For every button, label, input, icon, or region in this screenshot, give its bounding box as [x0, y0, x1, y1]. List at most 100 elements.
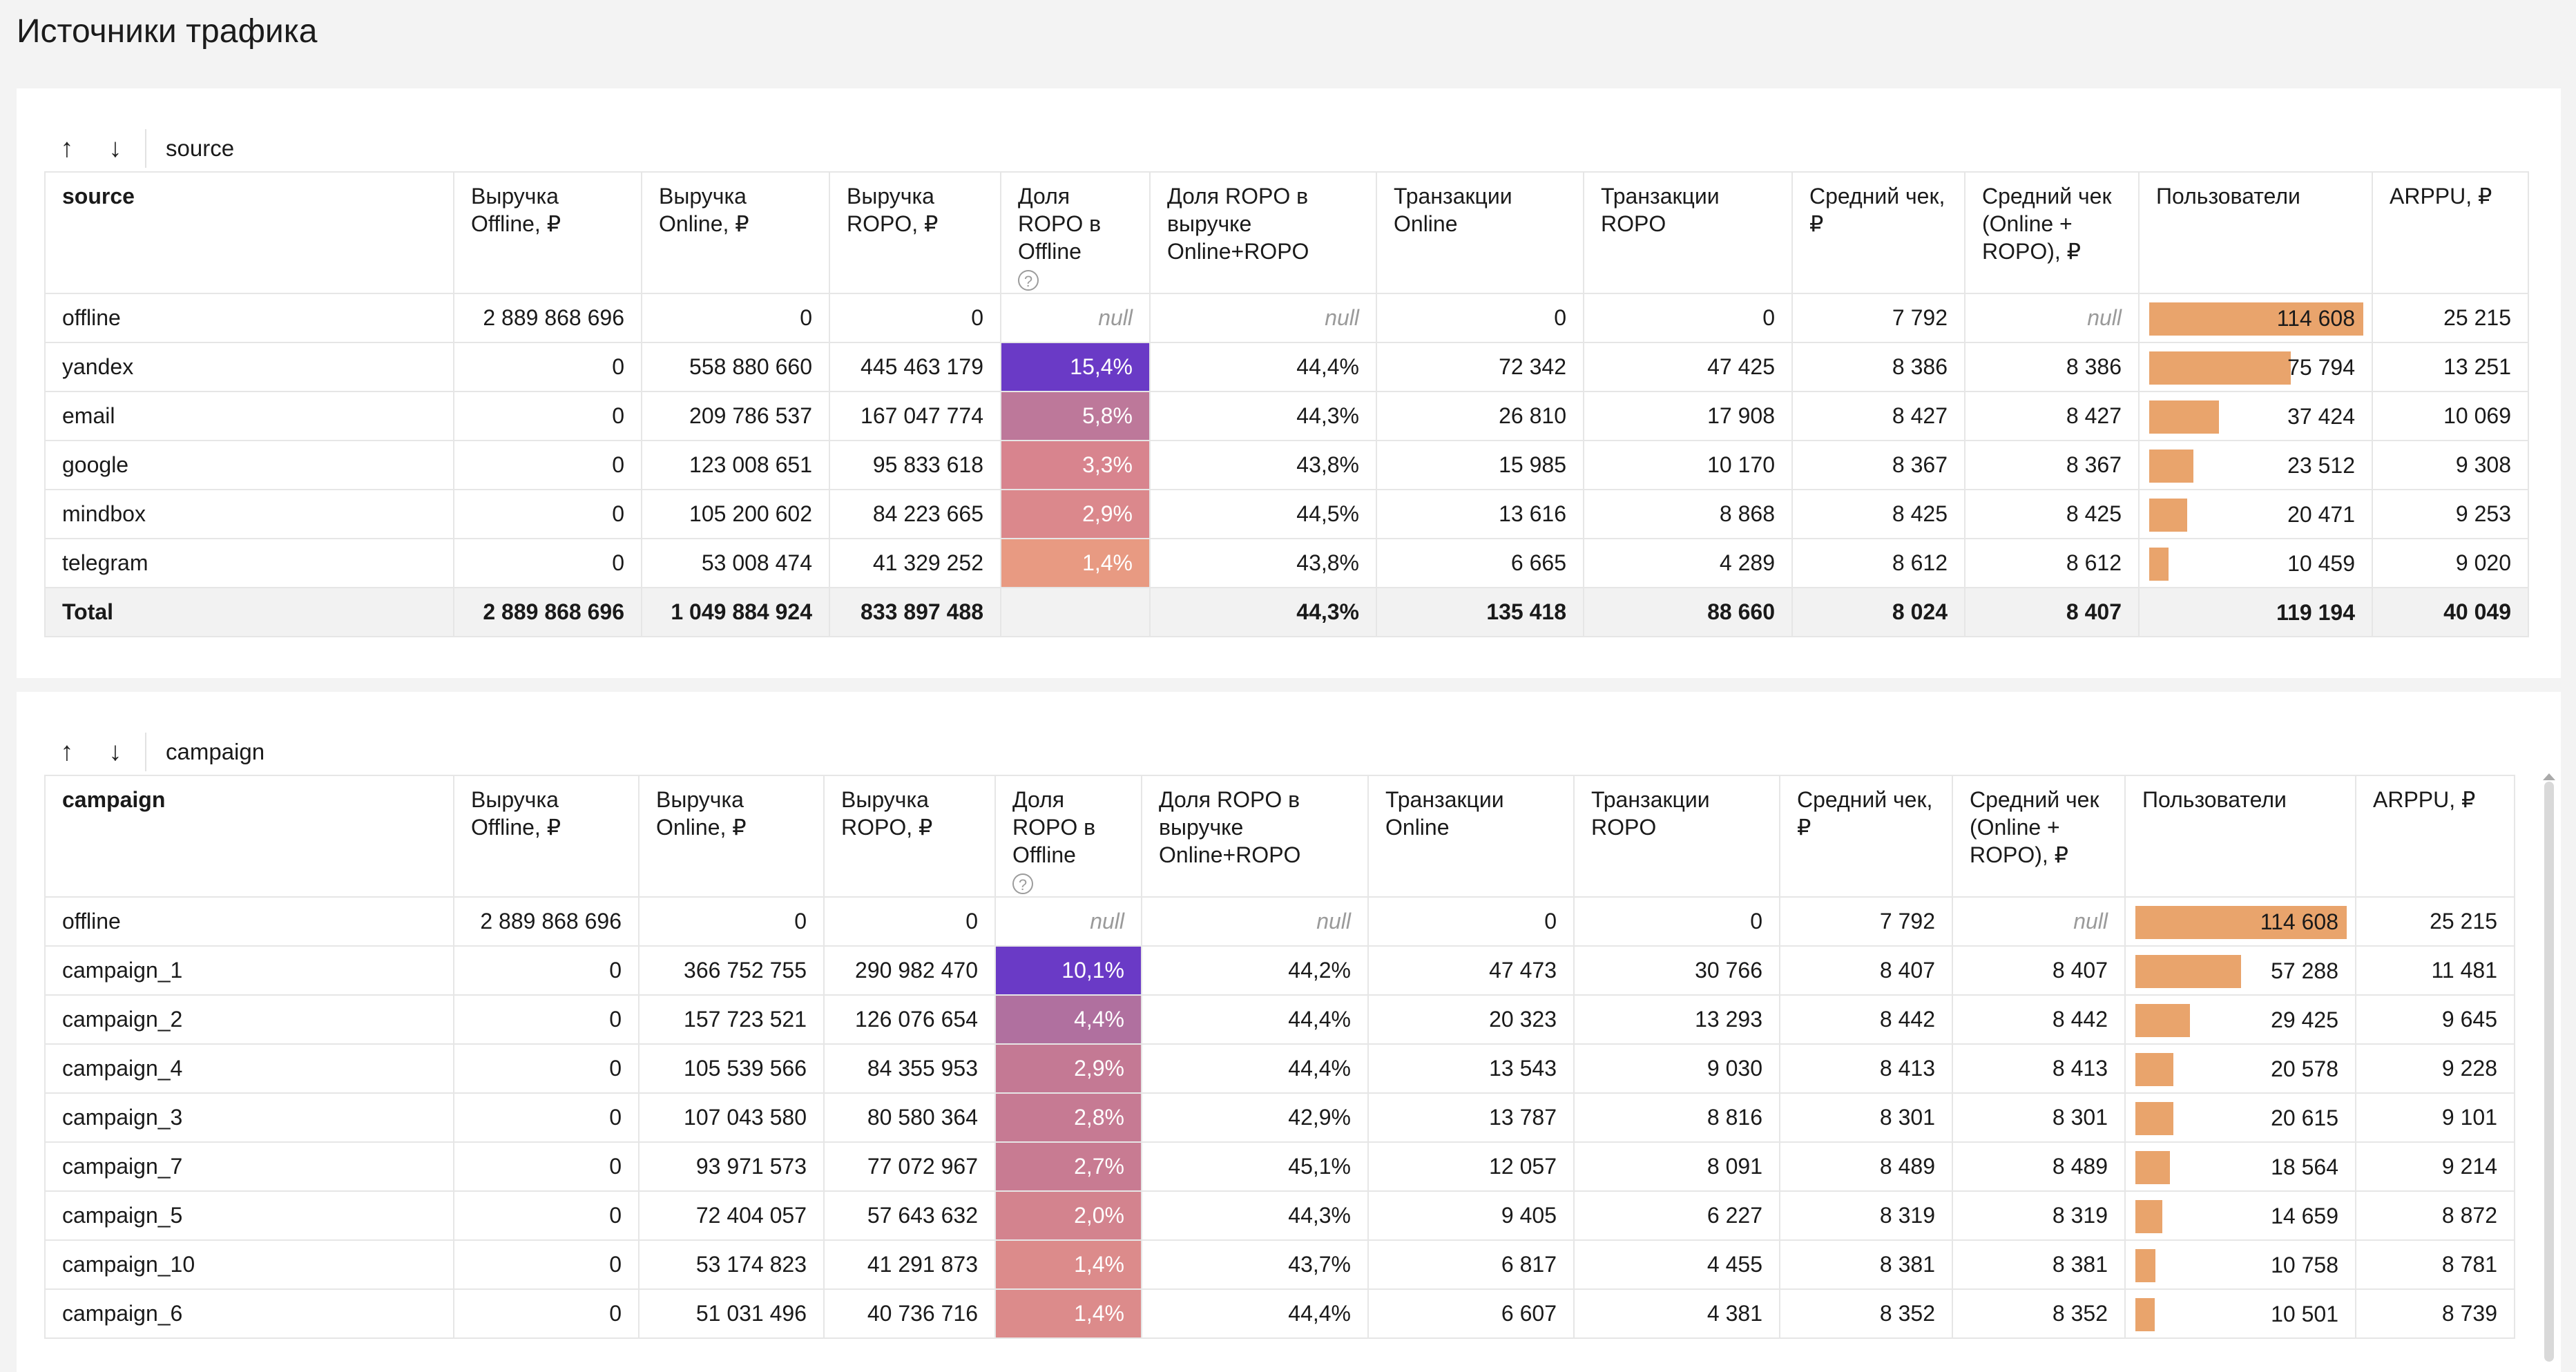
cell-arppu: 25 215: [2372, 293, 2529, 343]
vertical-scrollbar[interactable]: [2544, 782, 2554, 1362]
column-header-transactions-ropo[interactable]: Транзакции ROPO: [1583, 171, 1793, 294]
users-value: 114 608: [2276, 306, 2355, 331]
column-header-label: Транзакции ROPO: [1601, 184, 1720, 236]
column-header-revenue-ropo[interactable]: Выручка ROPO, ₽: [829, 171, 1001, 294]
grouping-field-label[interactable]: campaign: [166, 739, 265, 764]
column-header-ropo-share-offline[interactable]: Доля ROPO в Offline?: [1000, 171, 1151, 294]
column-header-arppu[interactable]: ARPPU, ₽: [2355, 775, 2515, 898]
column-header-dimension[interactable]: campaign: [44, 775, 454, 898]
cell-arppu: 8 781: [2355, 1239, 2515, 1290]
cell-revenue-ropo: 95 833 618: [829, 440, 1001, 490]
cell-users: 75 794: [2138, 342, 2373, 392]
column-header-transactions-online[interactable]: Транзакции Online: [1376, 171, 1584, 294]
column-header-users[interactable]: Пользователи: [2138, 171, 2373, 294]
cell-avg-check: 8 024: [1791, 587, 1965, 637]
cell-avg-check-online-ropo: 8 489: [1952, 1141, 2126, 1192]
column-header-avg-check-online-ropo[interactable]: Средний чек (Online + ROPO), ₽: [1964, 171, 2140, 294]
row-label[interactable]: campaign_5: [44, 1190, 454, 1241]
cell-revenue-offline: 0: [453, 994, 640, 1045]
column-header-revenue-online[interactable]: Выручка Online, ₽: [638, 775, 825, 898]
row-label[interactable]: telegram: [44, 538, 454, 588]
cell-avg-check-online-ropo: 8 367: [1964, 440, 2140, 490]
cell-avg-check: 8 489: [1779, 1141, 1953, 1192]
cell-revenue-offline: 0: [453, 440, 642, 490]
scroll-up-arrow-icon[interactable]: [2543, 773, 2555, 780]
table-row: campaign_1 0 366 752 755 290 982 470 10,1% 44…: [44, 945, 2515, 996]
row-label[interactable]: campaign_6: [44, 1288, 454, 1339]
column-header-ropo-share-offline[interactable]: Доля ROPO в Offline?: [994, 775, 1142, 898]
cell-arppu: 9 253: [2372, 489, 2529, 539]
cell-revenue-online: 123 008 651: [641, 440, 830, 490]
column-header-avg-check-online-ropo[interactable]: Средний чек (Online + ROPO), ₽: [1952, 775, 2126, 898]
row-label[interactable]: campaign_7: [44, 1141, 454, 1192]
row-label[interactable]: Total: [44, 587, 454, 637]
cell-users: 20 471: [2138, 489, 2373, 539]
column-header-label: Выручка Online, ₽: [659, 184, 749, 236]
help-icon[interactable]: ?: [1012, 873, 1033, 894]
column-header-revenue-offline[interactable]: Выручка Offline, ₽: [453, 171, 642, 294]
cell-avg-check-online-ropo: 8 442: [1952, 994, 2126, 1045]
sort-descending-button[interactable]: ↓: [91, 123, 140, 174]
cell-arppu: 13 251: [2372, 342, 2529, 392]
arrow-down-icon: ↓: [108, 133, 122, 163]
row-label[interactable]: campaign_1: [44, 945, 454, 996]
column-header-ropo-share-revenue[interactable]: Доля ROPO в выручке Online+ROPO: [1149, 171, 1377, 294]
users-bar: [2149, 499, 2187, 532]
cell-transactions-ropo: 6 227: [1573, 1190, 1780, 1241]
cell-revenue-offline: 0: [453, 538, 642, 588]
row-label[interactable]: offline: [44, 896, 454, 947]
cell-avg-check-online-ropo: null: [1952, 896, 2126, 947]
cell-users: 37 424: [2138, 391, 2373, 441]
cell-avg-check-online-ropo: 8 301: [1952, 1092, 2126, 1143]
row-label[interactable]: offline: [44, 293, 454, 343]
users-value: 10 501: [2271, 1302, 2338, 1326]
column-header-revenue-offline[interactable]: Выручка Offline, ₽: [453, 775, 640, 898]
cell-transactions-ropo: 88 660: [1583, 587, 1793, 637]
help-icon[interactable]: ?: [1018, 270, 1039, 291]
table-row: offline 2 889 868 696 0 0 null null 0 0 7 792 nul…: [44, 293, 2529, 343]
grouping-field-label[interactable]: source: [166, 135, 235, 161]
cell-avg-check-online-ropo: 8 407: [1952, 945, 2126, 996]
cell-ropo-share-offline: 2,8%: [994, 1092, 1142, 1143]
cell-revenue-ropo: 126 076 654: [823, 994, 996, 1045]
sort-ascending-button[interactable]: ↑: [43, 123, 91, 174]
column-header-transactions-online[interactable]: Транзакции Online: [1367, 775, 1575, 898]
users-value: 23 512: [2287, 453, 2355, 478]
cell-revenue-offline: 0: [453, 391, 642, 441]
cell-transactions-online: 15 985: [1376, 440, 1584, 490]
cell-users: 119 194: [2138, 587, 2373, 637]
sort-descending-button[interactable]: ↓: [91, 726, 140, 777]
cell-transactions-ropo: 13 293: [1573, 994, 1780, 1045]
row-label[interactable]: campaign_2: [44, 994, 454, 1045]
cell-revenue-ropo: 84 223 665: [829, 489, 1001, 539]
row-label[interactable]: mindbox: [44, 489, 454, 539]
users-value: 29 425: [2271, 1007, 2338, 1032]
row-label[interactable]: email: [44, 391, 454, 441]
column-header-ropo-share-revenue[interactable]: Доля ROPO в выручке Online+ROPO: [1141, 775, 1369, 898]
column-header-revenue-ropo[interactable]: Выручка ROPO, ₽: [823, 775, 996, 898]
column-header-avg-check[interactable]: Средний чек, ₽: [1791, 171, 1965, 294]
users-value: 37 424: [2287, 404, 2355, 429]
cell-ropo-share-offline: 2,7%: [994, 1141, 1142, 1192]
column-header-revenue-online[interactable]: Выручка Online, ₽: [641, 171, 830, 294]
cell-arppu: 11 481: [2355, 945, 2515, 996]
cell-revenue-online: 51 031 496: [638, 1288, 825, 1339]
cell-transactions-online: 9 405: [1367, 1190, 1575, 1241]
cell-revenue-ropo: 57 643 632: [823, 1190, 996, 1241]
column-header-avg-check[interactable]: Средний чек, ₽: [1779, 775, 1953, 898]
column-header-users[interactable]: Пользователи: [2124, 775, 2356, 898]
cell-arppu: 9 308: [2372, 440, 2529, 490]
row-label[interactable]: yandex: [44, 342, 454, 392]
column-header-dimension[interactable]: source: [44, 171, 454, 294]
column-header-label: Транзакции Online: [1394, 184, 1512, 236]
cell-transactions-ropo: 10 170: [1583, 440, 1793, 490]
sort-ascending-button[interactable]: ↑: [43, 726, 91, 777]
row-label[interactable]: campaign_10: [44, 1239, 454, 1290]
users-bar: [2135, 1053, 2173, 1086]
cell-ropo-share-revenue: null: [1149, 293, 1377, 343]
column-header-transactions-ropo[interactable]: Транзакции ROPO: [1573, 775, 1780, 898]
row-label[interactable]: google: [44, 440, 454, 490]
row-label[interactable]: campaign_4: [44, 1043, 454, 1094]
column-header-arppu[interactable]: ARPPU, ₽: [2372, 171, 2529, 294]
row-label[interactable]: campaign_3: [44, 1092, 454, 1143]
